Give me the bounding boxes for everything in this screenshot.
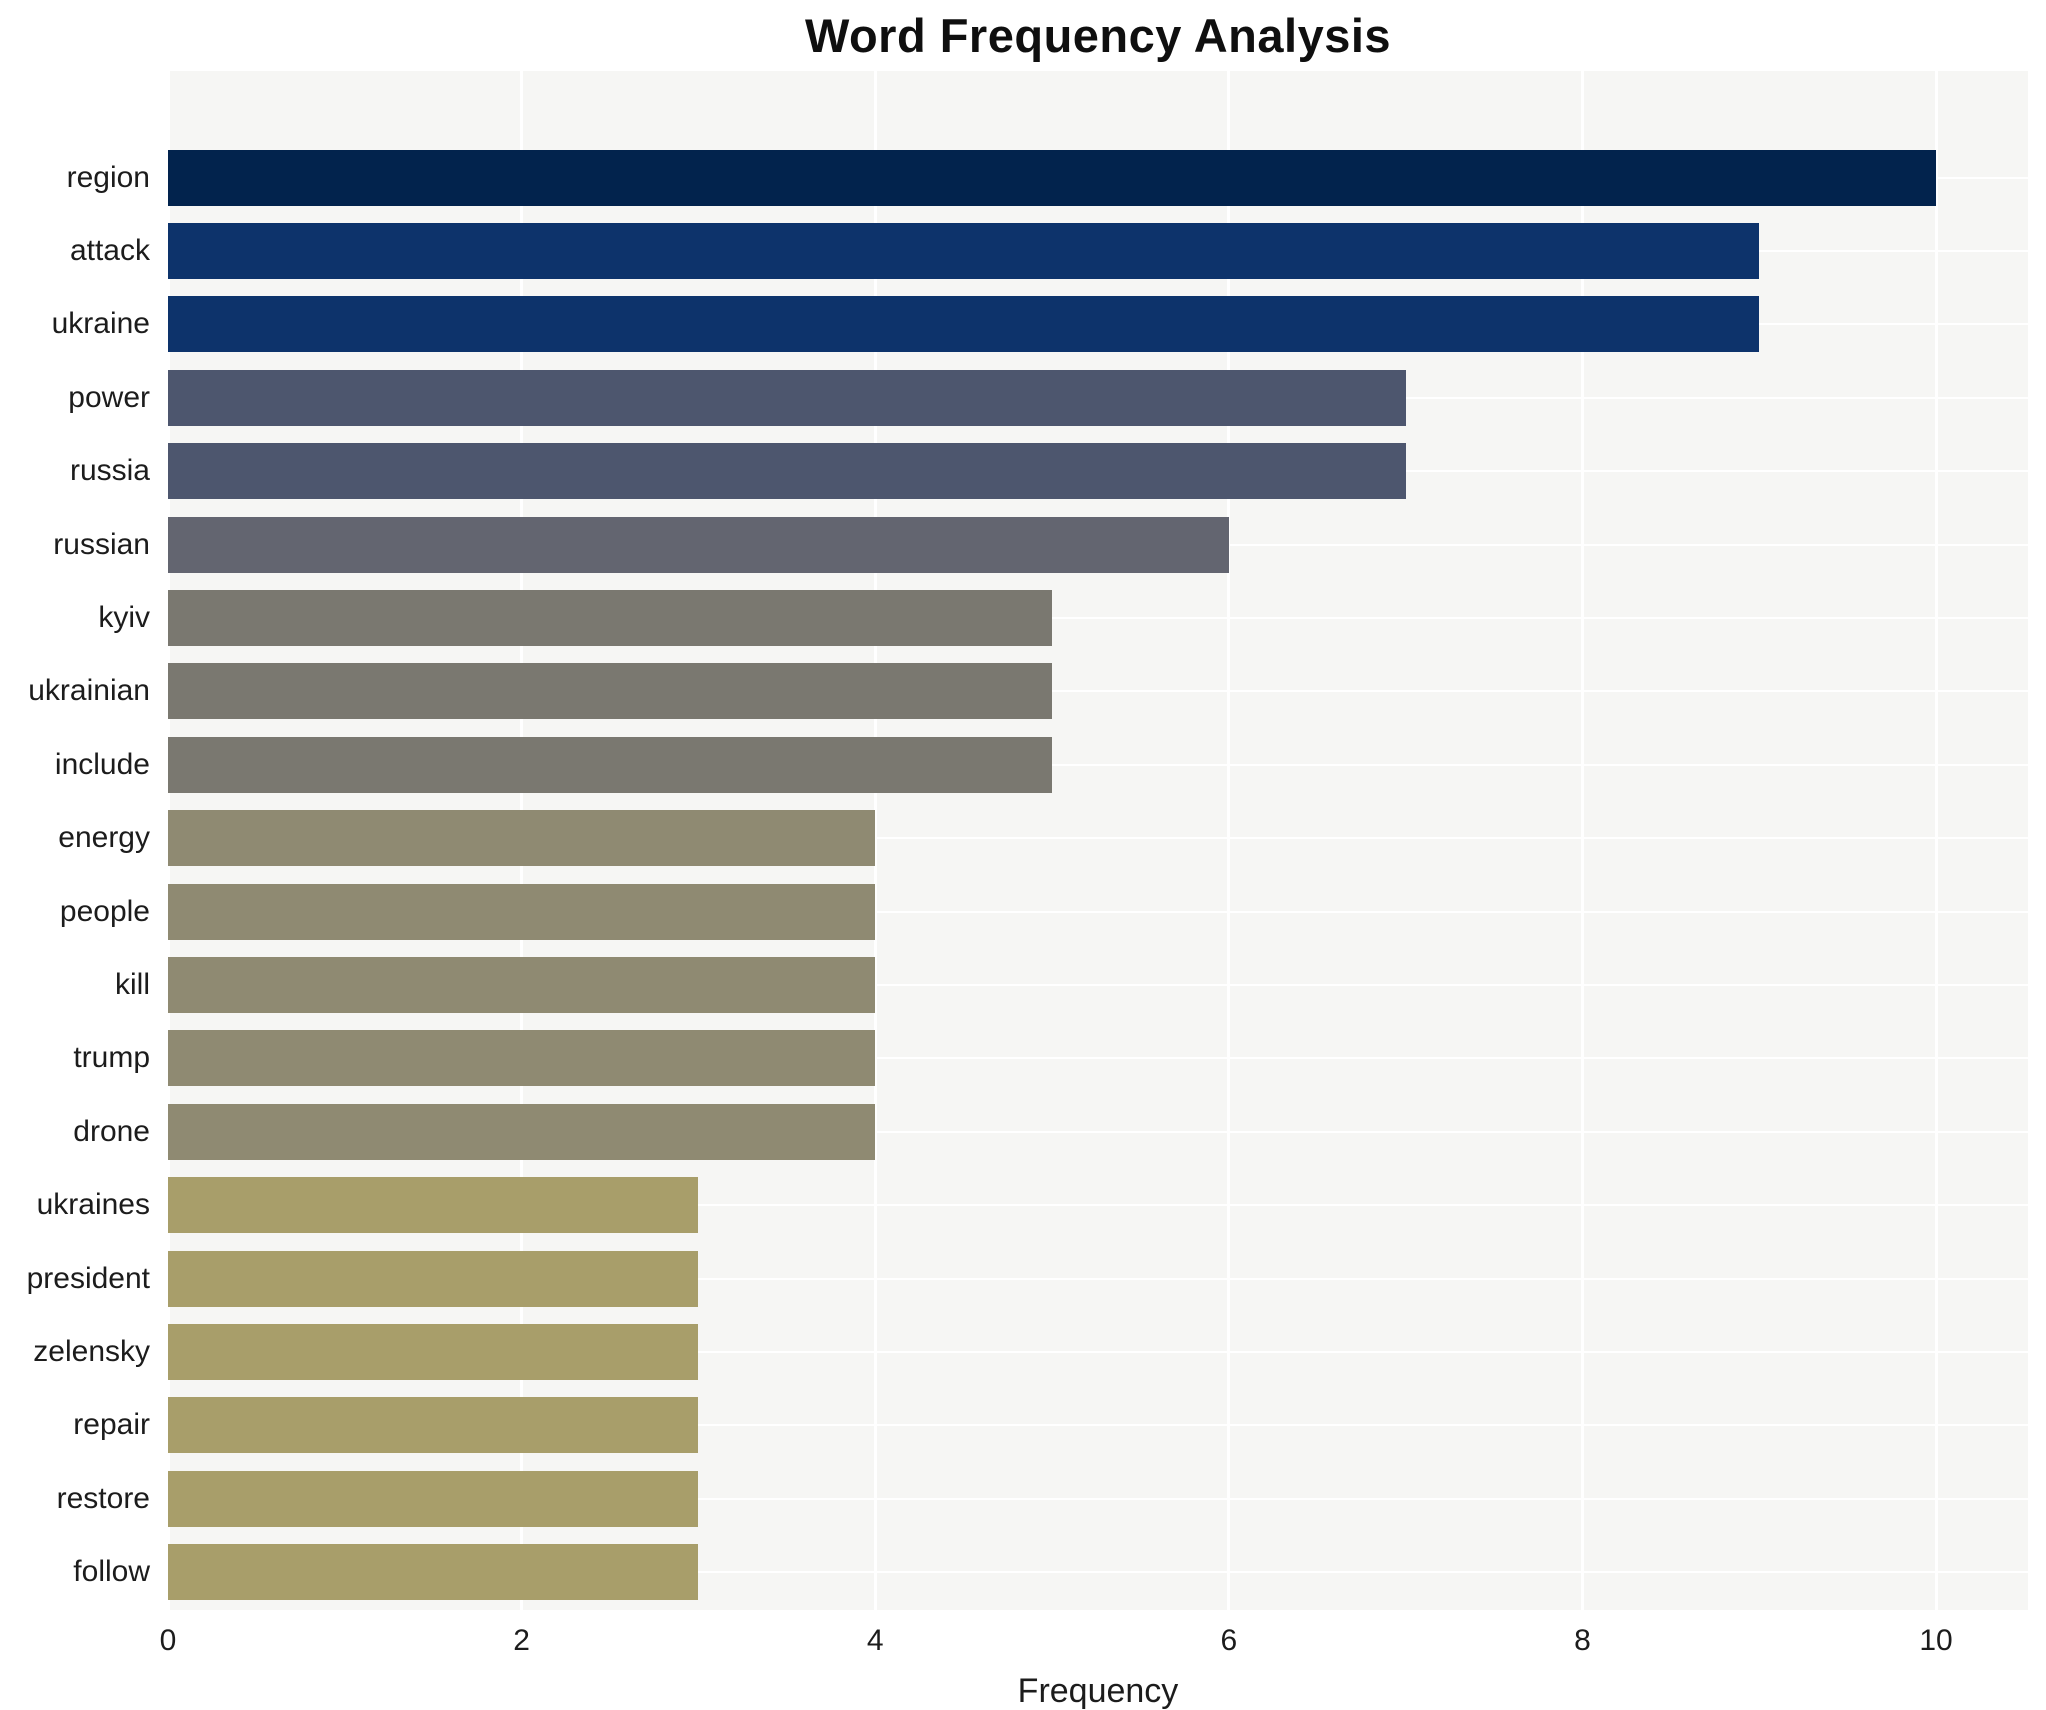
horizontal-gridline <box>168 983 2028 986</box>
bar-rows-container: region attack ukraine power russia russian kyi… <box>27 141 2028 1609</box>
y-axis-label: russia <box>69 454 150 488</box>
horizontal-gridline <box>168 837 2028 840</box>
bar-row: power <box>68 361 2028 434</box>
x-axis-ticks: 0 2 4 6 8 10 <box>160 1624 2028 1664</box>
bar-row: trump <box>73 1022 2028 1095</box>
bar-row: energy <box>58 802 2028 875</box>
bar <box>168 1103 876 1160</box>
bar-row: ukrainian <box>28 655 2028 728</box>
bar <box>168 736 1053 793</box>
y-axis-label: president <box>26 1261 150 1295</box>
bar <box>168 223 1760 280</box>
horizontal-gridline <box>168 1204 2028 1207</box>
x-axis-label: Frequency <box>1017 1672 1179 1710</box>
bar-row: attack <box>70 214 2028 287</box>
bar <box>168 149 1937 206</box>
horizontal-gridline <box>168 1350 2028 1353</box>
bar <box>168 1177 699 1234</box>
bar-row: follow <box>73 1535 2028 1608</box>
x-tick-label: 4 <box>866 1624 884 1657</box>
y-axis-label: region <box>66 160 150 194</box>
horizontal-gridline <box>168 1277 2028 1280</box>
horizontal-gridline <box>168 1057 2028 1060</box>
horizontal-gridline <box>168 910 2028 913</box>
x-tick-label: 2 <box>513 1624 530 1657</box>
bar <box>168 369 1406 426</box>
bar-row: russia <box>70 435 2028 508</box>
horizontal-gridline <box>168 1130 2028 1133</box>
bar-row: people <box>60 875 2028 948</box>
y-axis-label: ukrainian <box>28 674 150 708</box>
vertical-gridline <box>1227 71 1231 1610</box>
bar-row: restore <box>57 1462 2028 1535</box>
bar-row: kill <box>115 948 2028 1021</box>
bar <box>168 516 1229 573</box>
y-axis-label: russian <box>53 527 150 561</box>
horizontal-gridline <box>168 1571 2028 1574</box>
y-axis-label: zelensky <box>33 1334 150 1368</box>
horizontal-gridline <box>168 690 2028 693</box>
chart-title: Word Frequency Analysis <box>804 9 1392 62</box>
y-axis-label: power <box>68 380 150 414</box>
y-axis-label: include <box>54 747 150 781</box>
vertical-gridline <box>1934 71 1938 1610</box>
x-tick-label: 10 <box>1919 1624 1953 1657</box>
bar-row: drone <box>73 1095 2028 1168</box>
horizontal-gridline <box>168 1424 2028 1427</box>
y-axis-label: follow <box>73 1555 150 1589</box>
bar <box>168 296 1760 353</box>
x-tick-label: 8 <box>1574 1624 1591 1657</box>
bar <box>168 1030 876 1087</box>
y-axis-label: trump <box>73 1041 150 1075</box>
bar-row: russian <box>53 508 2028 581</box>
bar-row: ukraines <box>37 1168 2028 1241</box>
bar-row: kyiv <box>98 581 2028 654</box>
bar <box>168 443 1406 500</box>
bar-row: repair <box>73 1389 2028 1462</box>
y-axis-label: ukraine <box>51 307 150 341</box>
x-tick-label: 6 <box>1220 1624 1238 1657</box>
bar-row: zelensky <box>33 1315 2028 1388</box>
bar <box>168 1323 699 1380</box>
y-axis-label: repair <box>73 1408 150 1442</box>
y-axis-label: ukraines <box>36 1188 150 1222</box>
bar-row: region <box>67 141 2028 214</box>
bar <box>168 956 876 1013</box>
bar <box>168 1250 699 1307</box>
y-axis-label: drone <box>73 1114 150 1148</box>
bar <box>168 883 876 940</box>
bar <box>168 810 876 867</box>
bar <box>168 663 1053 720</box>
plot-area: region attack ukraine power russia russian kyi… <box>27 71 2028 1610</box>
y-axis-label: attack <box>69 234 150 268</box>
bar <box>168 590 1053 647</box>
bar-row: ukraine <box>52 288 2028 361</box>
horizontal-gridline <box>168 763 2028 766</box>
vertical-gridline <box>1580 71 1584 1610</box>
bar <box>168 1397 699 1454</box>
x-tick-label: 0 <box>159 1624 177 1657</box>
horizontal-gridline <box>168 1497 2028 1500</box>
horizontal-gridline <box>168 617 2028 620</box>
y-axis-label: restore <box>56 1481 150 1515</box>
y-axis-label: energy <box>58 821 150 855</box>
bar <box>168 1544 699 1601</box>
y-axis-label: kill <box>115 967 150 1001</box>
bar <box>168 1470 699 1527</box>
vertical-gridline <box>873 71 877 1610</box>
y-axis-label: kyiv <box>98 601 150 635</box>
y-axis-label: people <box>59 894 150 928</box>
bar-row: president <box>27 1242 2028 1315</box>
bar-row: include <box>55 728 2028 801</box>
